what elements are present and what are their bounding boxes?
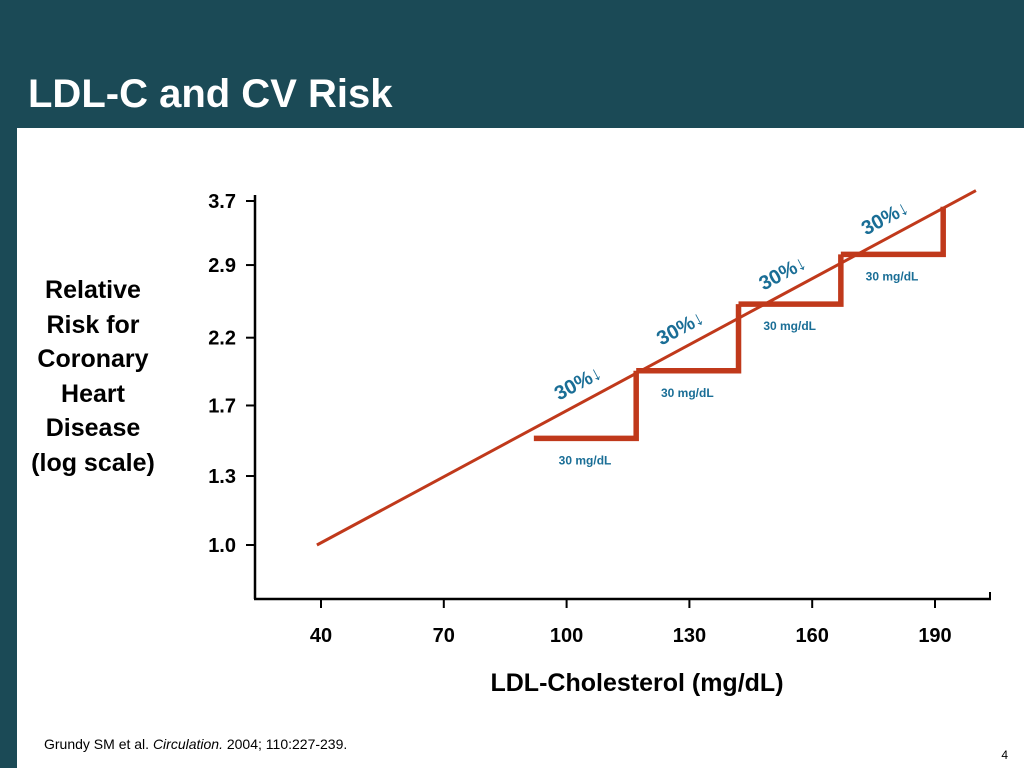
y-tick-label: 3.7	[208, 191, 236, 213]
citation: Grundy SM et al. Circulation. 2004; 110:…	[44, 736, 347, 752]
y-axis-label-line: Risk for	[46, 310, 140, 339]
y-axis-label: Relative Risk for Coronary Heart Disease…	[0, 273, 186, 480]
y-tick-label: 2.9	[208, 255, 236, 277]
citation-authors: Grundy SM et al.	[44, 736, 150, 752]
y-tick-label: 2.2	[208, 328, 236, 350]
step-bracket	[636, 304, 742, 374]
risk-line	[316, 189, 977, 547]
x-tick-label: 100	[550, 625, 583, 647]
y-tick-label: 1.3	[208, 466, 236, 488]
y-axis-label-line: Disease	[45, 414, 141, 442]
step-bracket	[840, 206, 946, 258]
step-bracket	[738, 254, 844, 307]
x-tick-label: 190	[918, 625, 951, 647]
y-tick-label: 1.0	[208, 535, 236, 557]
page-number: 4	[1001, 748, 1008, 762]
slide-content-panel	[17, 128, 1024, 768]
step-interval-label: 30 mg/dL	[661, 386, 714, 400]
x-tick-label: 130	[673, 625, 706, 647]
step-bracket	[533, 370, 639, 442]
step-reduction-label: 30%↓	[858, 197, 912, 240]
citation-journal: Circulation.	[152, 736, 223, 752]
slide-title: LDL-C and CV Risk	[28, 72, 393, 116]
y-tick-label: 1.7	[208, 395, 236, 417]
y-axis-label-line: (log scale)	[31, 448, 155, 477]
step-reduction-label: 30%↓	[653, 307, 707, 350]
x-tick-label: 40	[310, 625, 332, 647]
x-tick-label: 70	[433, 625, 455, 647]
y-axis-label-line: Heart	[61, 379, 125, 408]
x-axis-label: LDL-Cholesterol (mg/dL)	[490, 669, 783, 697]
y-axis-label-line: Coronary	[37, 345, 149, 373]
step-interval-label: 30 mg/dL	[866, 269, 919, 283]
step-interval-label: 30 mg/dL	[763, 319, 816, 333]
y-axis-label-line: Relative	[45, 276, 141, 304]
step-interval-label: 30 mg/dL	[559, 453, 612, 467]
step-reduction-label: 30%↓	[756, 252, 810, 295]
citation-details: 2004; 110:227-239.	[226, 736, 348, 752]
x-tick-label: 160	[796, 625, 829, 647]
step-reduction-label: 30%↓	[551, 362, 605, 405]
